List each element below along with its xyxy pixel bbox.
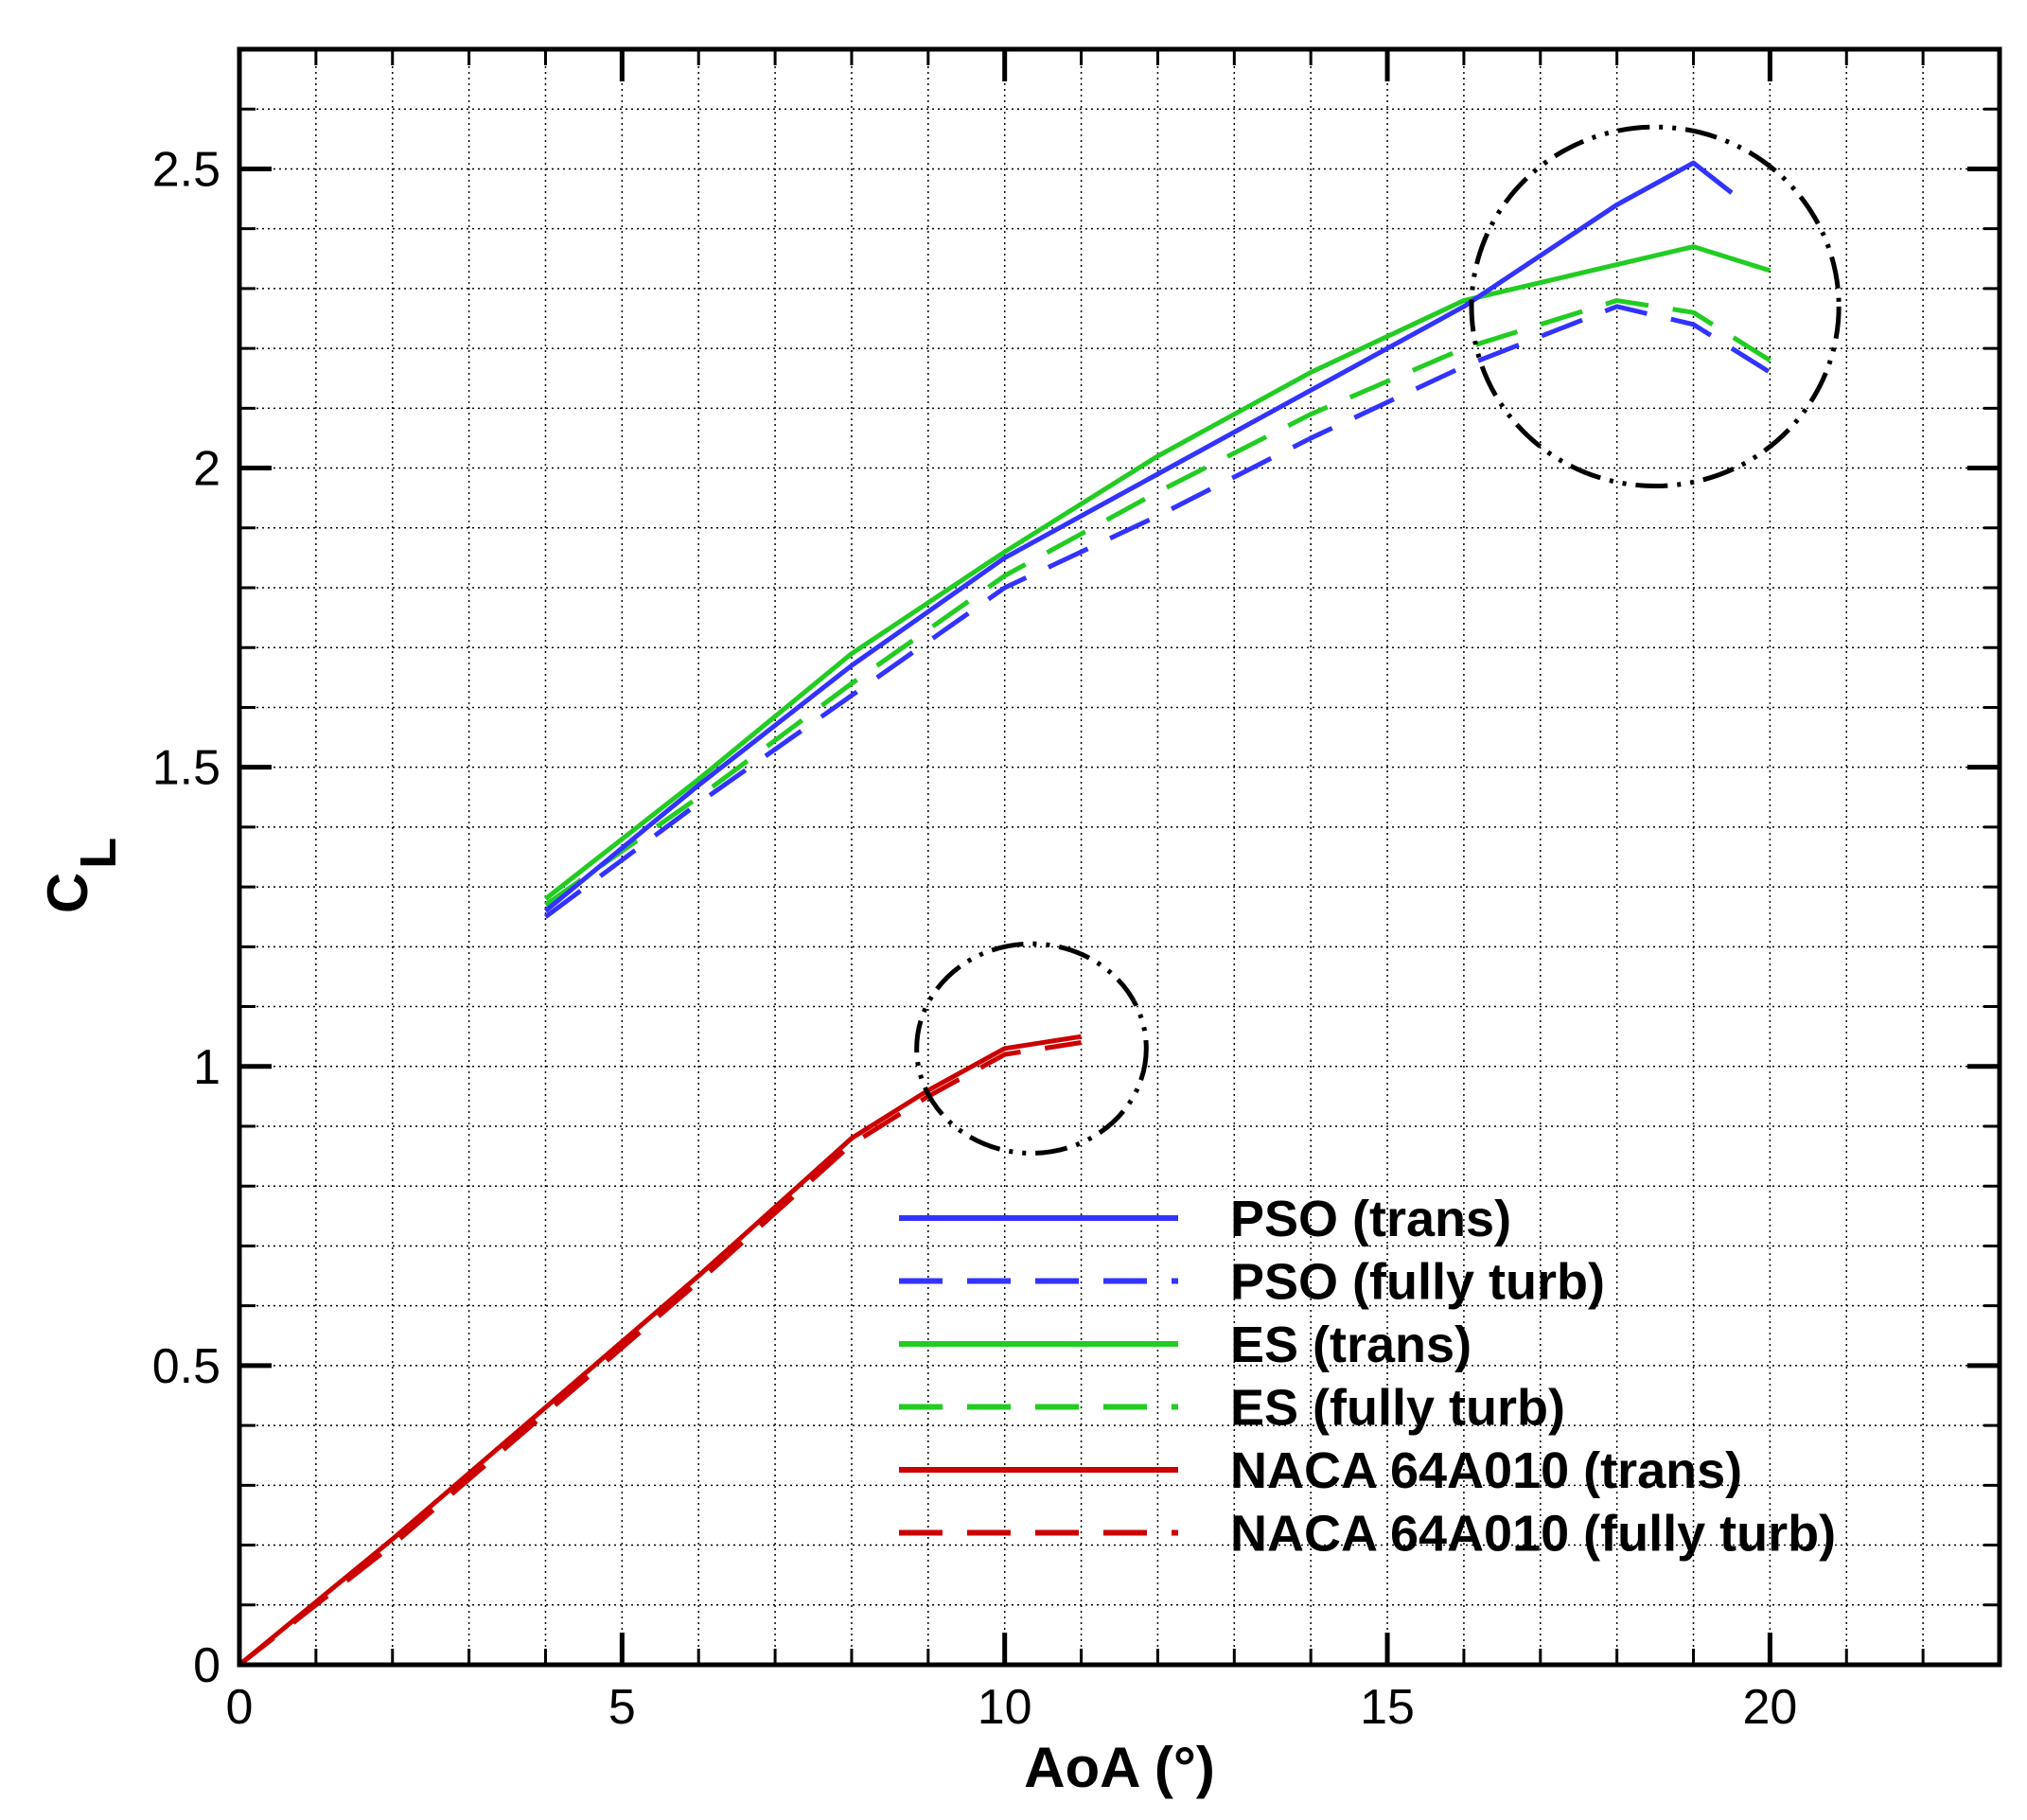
legend-label: ES (trans)	[1230, 1316, 1472, 1373]
series-line-naca-64a010-trans	[238, 1034, 1082, 1667]
y-tick-label: 0	[193, 1638, 220, 1693]
y-tick-label: 2.5	[152, 142, 220, 197]
grid	[239, 49, 2000, 1665]
x-tick-label: 15	[1360, 1680, 1415, 1735]
legend-label: NACA 64A010 (fully turb)	[1230, 1506, 1836, 1563]
tick-labels: 0 5 10 15 20 0 0.5 1 1.5 2 2.5	[152, 142, 1798, 1735]
y-tick-label: 1	[193, 1040, 220, 1095]
x-tick-label: 5	[608, 1680, 636, 1735]
x-axis-title: AoA (°)	[1024, 1736, 1215, 1799]
legend-label: ES (fully turb)	[1230, 1380, 1565, 1437]
series-line-es-trans	[543, 244, 1771, 901]
series-line-naca-64a010-fully-turb	[238, 1040, 1082, 1667]
highlight-circle-2	[914, 941, 1149, 1156]
x-tick-label: 10	[978, 1680, 1032, 1735]
y-tick-label: 0.5	[152, 1339, 220, 1394]
y-axis-title-main: C	[36, 873, 99, 913]
series-line-es-fully-turb	[544, 298, 1771, 908]
highlight-circle-1	[1469, 124, 1842, 489]
legend-label: NACA 64A010 (trans)	[1230, 1442, 1742, 1499]
plot-frame	[237, 46, 2002, 1668]
legend: PSO (trans) PSO (fully turb)ES (trans) ES …	[899, 1191, 1836, 1563]
x-tick-label: 0	[226, 1680, 254, 1735]
series-line-pso-trans	[543, 160, 1734, 913]
legend-label: PSO (fully turb)	[1230, 1254, 1605, 1311]
y-axis-title: CL	[36, 838, 127, 913]
annotation-layer	[914, 124, 1842, 1156]
legend-label: PSO (trans)	[1230, 1191, 1511, 1247]
y-axis-title-sub: L	[70, 838, 127, 869]
series-layer	[238, 160, 1771, 1667]
y-tick-label: 1.5	[152, 741, 220, 796]
y-tick-label: 2	[193, 442, 220, 497]
axis-ticks	[239, 49, 2000, 1665]
series-line-pso-fully-turb	[543, 304, 1771, 919]
x-tick-label: 20	[1742, 1680, 1797, 1735]
